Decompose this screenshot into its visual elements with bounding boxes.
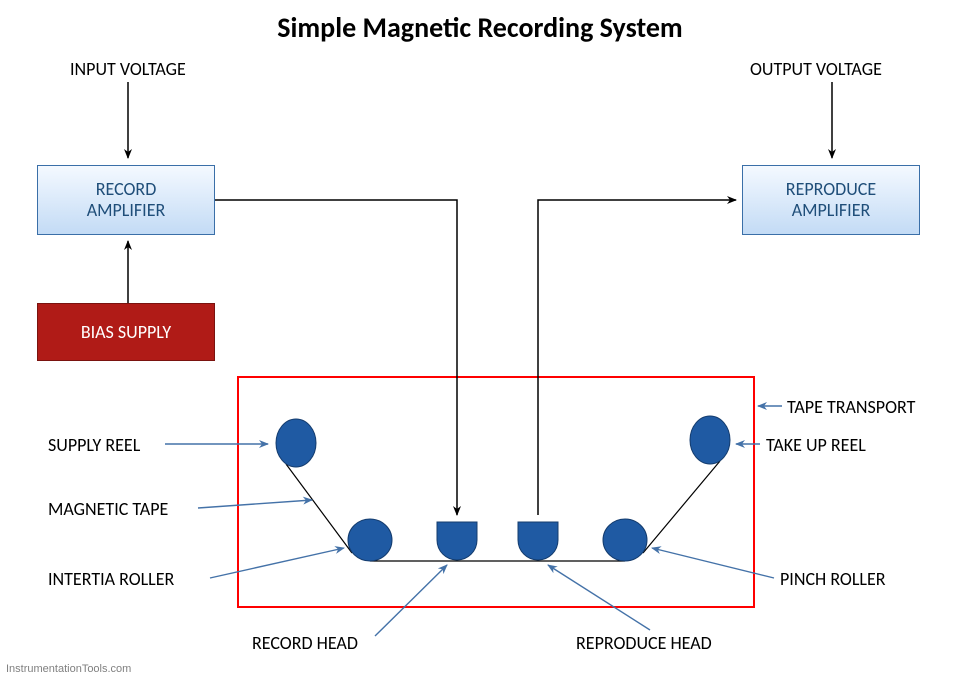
label-take-up-reel: TAKE UP REEL xyxy=(766,434,866,456)
label-magnetic-tape: MAGNETIC TAPE xyxy=(48,498,168,520)
label-inertia-roller: INTERTIA ROLLER xyxy=(48,568,174,590)
label-input-voltage: INPUT VOLTAGE xyxy=(70,58,186,80)
record-amp-line2: AMPLIFIER xyxy=(87,200,166,221)
label-reproduce-head: REPRODUCE HEAD xyxy=(576,632,712,654)
record-amplifier-box: RECORD AMPLIFIER xyxy=(37,165,215,235)
bias-supply-box: BIAS SUPPLY xyxy=(37,303,215,361)
reproduce-amp-line1: REPRODUCE xyxy=(786,179,876,200)
reproduce-amplifier-box: REPRODUCE AMPLIFIER xyxy=(742,165,920,235)
title-text: Simple Magnetic Recording System xyxy=(277,10,682,45)
label-tape-transport: TAPE TRANSPORT xyxy=(787,396,915,418)
footer-watermark: InstrumentationTools.com xyxy=(6,663,131,675)
record-amp-line1: RECORD xyxy=(96,179,157,200)
label-record-head: RECORD HEAD xyxy=(252,632,358,654)
label-supply-reel: SUPPLY REEL xyxy=(48,434,140,456)
bias-supply-text: BIAS SUPPLY xyxy=(81,322,171,343)
label-pinch-roller: PINCH ROLLER xyxy=(780,568,886,590)
reproduce-amp-line2: AMPLIFIER xyxy=(792,200,871,221)
diagram-title: Simple Magnetic Recording System xyxy=(0,10,960,45)
label-output-voltage: OUTPUT VOLTAGE xyxy=(750,58,882,80)
tape-transport-box xyxy=(237,376,755,608)
